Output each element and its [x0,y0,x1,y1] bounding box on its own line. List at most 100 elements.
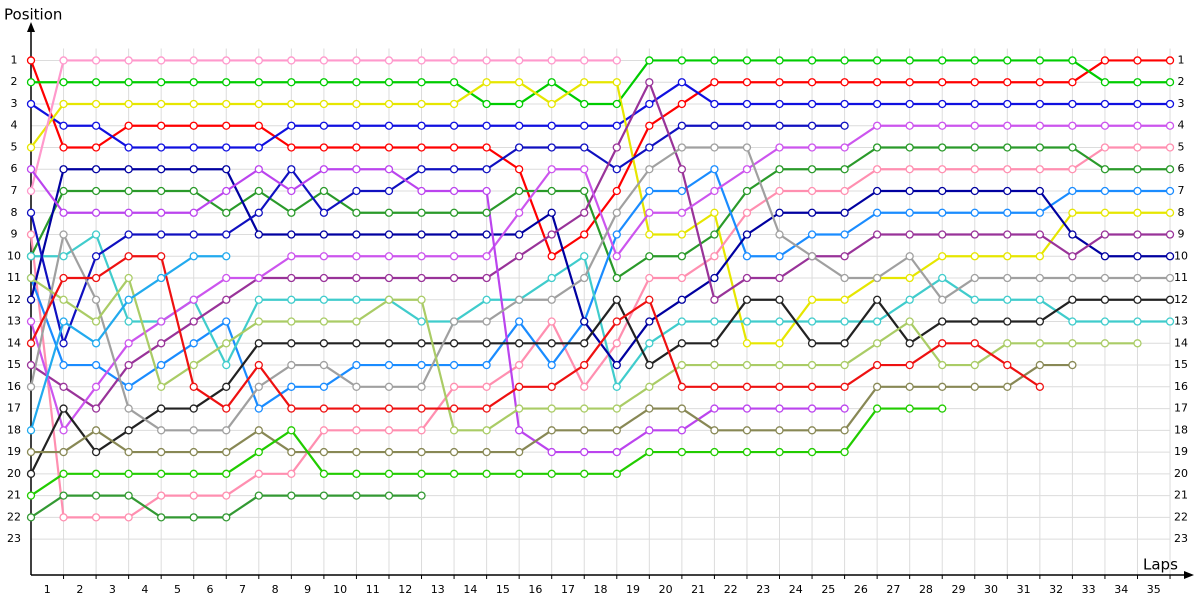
lap-marker [515,469,524,478]
lap-marker [710,121,719,130]
lap-marker [417,382,426,391]
lap-marker [645,382,654,391]
lap-marker [547,78,556,87]
lap-marker [970,273,979,283]
x-tick-label: 27 [886,583,900,596]
lap-marker [872,186,882,196]
lap-marker [59,404,68,413]
lap-marker [352,143,361,152]
lap-marker [319,121,329,130]
y-tick-label: 11 [7,271,21,284]
lap-marker [710,360,719,370]
y-tick-label: 3 [11,97,18,110]
position-line [29,146,1171,519]
lap-marker [352,252,361,261]
x-tick-label: 16 [528,583,542,596]
lap-marker [938,339,947,348]
lap-marker [26,360,36,370]
lap-marker [1035,360,1045,370]
position-line [30,168,845,454]
lap-marker [840,230,849,239]
lap-marker [449,317,459,326]
lap-marker [189,78,198,87]
lap-marker [515,252,524,261]
lap-marker [222,513,231,522]
lap-marker [580,99,589,109]
lap-marker [189,469,198,478]
lap-marker [124,339,133,348]
lap-marker [710,186,719,196]
lap-marker [319,339,329,348]
lap-marker [482,143,491,152]
x-tick-label: 4 [141,583,148,596]
lap-marker [1165,56,1175,65]
lap-marker [124,317,133,326]
lap-marker [482,99,491,109]
lap-marker [645,252,654,261]
lap-marker [677,186,687,196]
lap-marker [872,56,882,65]
lap-marker [352,165,361,174]
lap-marker [352,339,361,348]
lap-marker [319,447,329,457]
lap-marker [482,295,491,304]
lap-marker [319,208,329,217]
x-tick-label: 14 [463,583,477,596]
lap-marker [482,121,491,130]
lap-marker [645,230,654,239]
lap-marker [1133,165,1142,174]
y-tick-label-right: 12 [1174,293,1188,306]
lap-marker [612,404,621,413]
lap-marker [742,121,752,130]
lap-marker [547,273,556,283]
lap-marker [710,317,719,326]
lap-marker [742,56,752,65]
lap-marker [1035,273,1045,283]
lap-marker [222,447,231,457]
lap-marker [840,143,849,152]
y-tick-label: 9 [11,228,18,241]
lap-marker [677,360,687,370]
lap-marker [807,78,817,87]
lap-marker [872,143,882,152]
lap-marker [807,165,817,174]
y-tick-label-right: 23 [1174,532,1188,545]
lap-marker [742,295,752,304]
lap-marker [254,121,263,130]
lap-marker [449,404,459,413]
lap-marker [417,165,426,174]
lap-marker [612,317,621,326]
lap-marker [91,382,101,391]
lap-marker [938,121,947,130]
lap-marker [612,230,621,239]
lap-marker [319,491,329,500]
lap-marker [1100,339,1110,348]
lap-marker [775,56,784,65]
lap-marker [124,56,133,65]
lap-marker [189,143,198,152]
lap-marker [157,56,166,65]
lap-marker [449,447,459,457]
lap-marker [970,56,979,65]
lap-marker [515,295,524,304]
y-tick-label: 23 [7,532,21,545]
lap-marker [1100,78,1110,87]
lap-marker [124,99,133,109]
y-tick-label-right: 4 [1178,119,1185,132]
lap-marker [677,56,687,65]
lap-marker [645,339,654,348]
lap-marker [710,143,719,152]
lap-marker [970,121,979,130]
y-tick-label: 6 [11,162,18,175]
lap-marker [59,295,68,304]
lap-marker [482,382,491,391]
lap-marker [287,208,296,217]
lap-marker [157,78,166,87]
lap-marker [775,252,784,261]
lap-marker [515,360,524,370]
lap-marker [417,208,426,217]
lap-marker [1068,339,1077,348]
x-tick-label: 32 [1049,583,1063,596]
lap-marker [580,404,589,413]
lap-marker [612,295,621,304]
